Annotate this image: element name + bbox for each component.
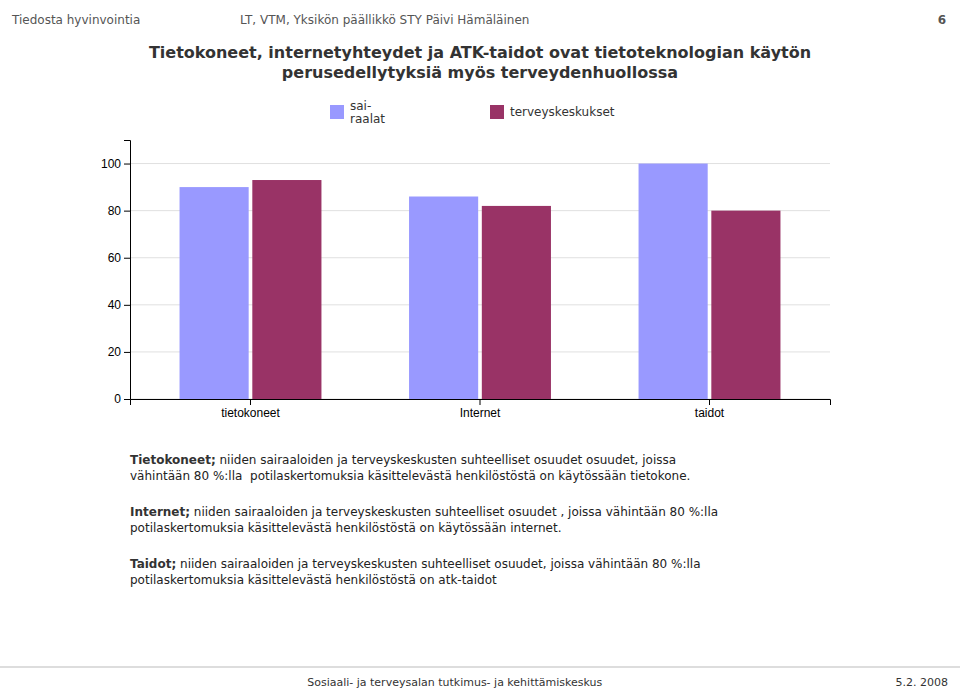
header: Tiedosta hyvinvointia LT, VTM, Yksikön pä… [11, 13, 946, 27]
footer-rule [0, 667, 960, 668]
x-tick: tietokoneet [221, 399, 280, 420]
legend-swatch [330, 105, 344, 119]
bar [180, 187, 249, 399]
tick-mark [124, 305, 130, 306]
legend-label: sai-raalat [350, 98, 385, 125]
legend-label: terveyskeskukset [510, 105, 615, 119]
title: Tietokoneet, internetyhteydet ja ATK-tai… [149, 43, 811, 82]
legend-item: terveyskeskukset [490, 105, 615, 120]
tick-label: 60 [108, 251, 122, 265]
tick-label: Internet [460, 406, 501, 420]
axis-domain [131, 400, 831, 406]
x-tick: Internet [460, 399, 501, 420]
tick-label: 80 [108, 204, 122, 218]
footer-text: 5.2. 2008 [896, 676, 948, 689]
y-tick: 20 [108, 345, 130, 359]
plot: 0 20 40 60 80 100 tietokoneet Internet taidot [101, 141, 831, 420]
bars [180, 164, 781, 399]
y-tick: 100 [101, 157, 130, 171]
legend-swatch [490, 105, 504, 119]
bar [482, 206, 551, 399]
bar [252, 180, 321, 399]
tick-mark [124, 164, 130, 165]
tick-mark [124, 258, 130, 259]
tick-mark [250, 399, 251, 405]
bar [639, 164, 708, 399]
note-label: Internet; [130, 505, 190, 519]
y-tick: 80 [108, 204, 130, 218]
tick-label: 20 [108, 345, 122, 359]
bar [409, 197, 478, 399]
x-tick: taidot [695, 399, 725, 420]
notes: Tietokoneet; niiden sairaaloiden ja terv… [130, 453, 718, 587]
tick-mark [124, 399, 130, 400]
tick-label: taidot [695, 406, 725, 420]
header-text: LT, VTM, Yksikön päällikkö STY Päivi Häm… [240, 13, 529, 27]
tick-label: tietokoneet [221, 406, 280, 420]
footer: Sosiaali- ja terveysalan tutkimus- ja ke… [0, 667, 960, 689]
y-tick: 60 [108, 251, 130, 265]
note-label: Tietokoneet; [130, 453, 216, 467]
bar [711, 211, 780, 399]
tick-label: 40 [108, 298, 122, 312]
grid [130, 164, 830, 399]
tick-label: 100 [101, 157, 121, 171]
tick-mark [480, 399, 481, 405]
y-tick: 0 [114, 392, 130, 406]
legend: sai-raalat terveyskeskukset [330, 98, 615, 125]
grid-line [130, 163, 830, 164]
axis-domain [124, 141, 131, 400]
legend-item: sai-raalat [330, 98, 385, 125]
x-axis: tietokoneet Internet taidot [131, 399, 831, 420]
header-text: Tiedosta hyvinvointia [11, 13, 140, 27]
header-text: 6 [938, 13, 946, 27]
chart: Tiedosta hyvinvointia LT, VTM, Yksikön pä… [0, 0, 960, 699]
footer-text: Sosiaali- ja terveysalan tutkimus- ja ke… [307, 676, 602, 689]
y-tick: 40 [108, 298, 130, 312]
note-text: niiden sairaaloiden ja terveyskeskusten … [130, 505, 718, 535]
note-text: niiden sairaaloiden ja terveyskeskusten … [130, 453, 690, 483]
tick-mark [124, 352, 130, 353]
tick-mark [124, 211, 130, 212]
y-axis: 0 20 40 60 80 100 [101, 141, 131, 407]
tick-mark [709, 399, 710, 405]
note-label: Taidot; [130, 557, 176, 571]
tick-label: 0 [114, 392, 121, 406]
note-text: niiden sairaaloiden ja terveyskeskusten … [130, 557, 701, 587]
